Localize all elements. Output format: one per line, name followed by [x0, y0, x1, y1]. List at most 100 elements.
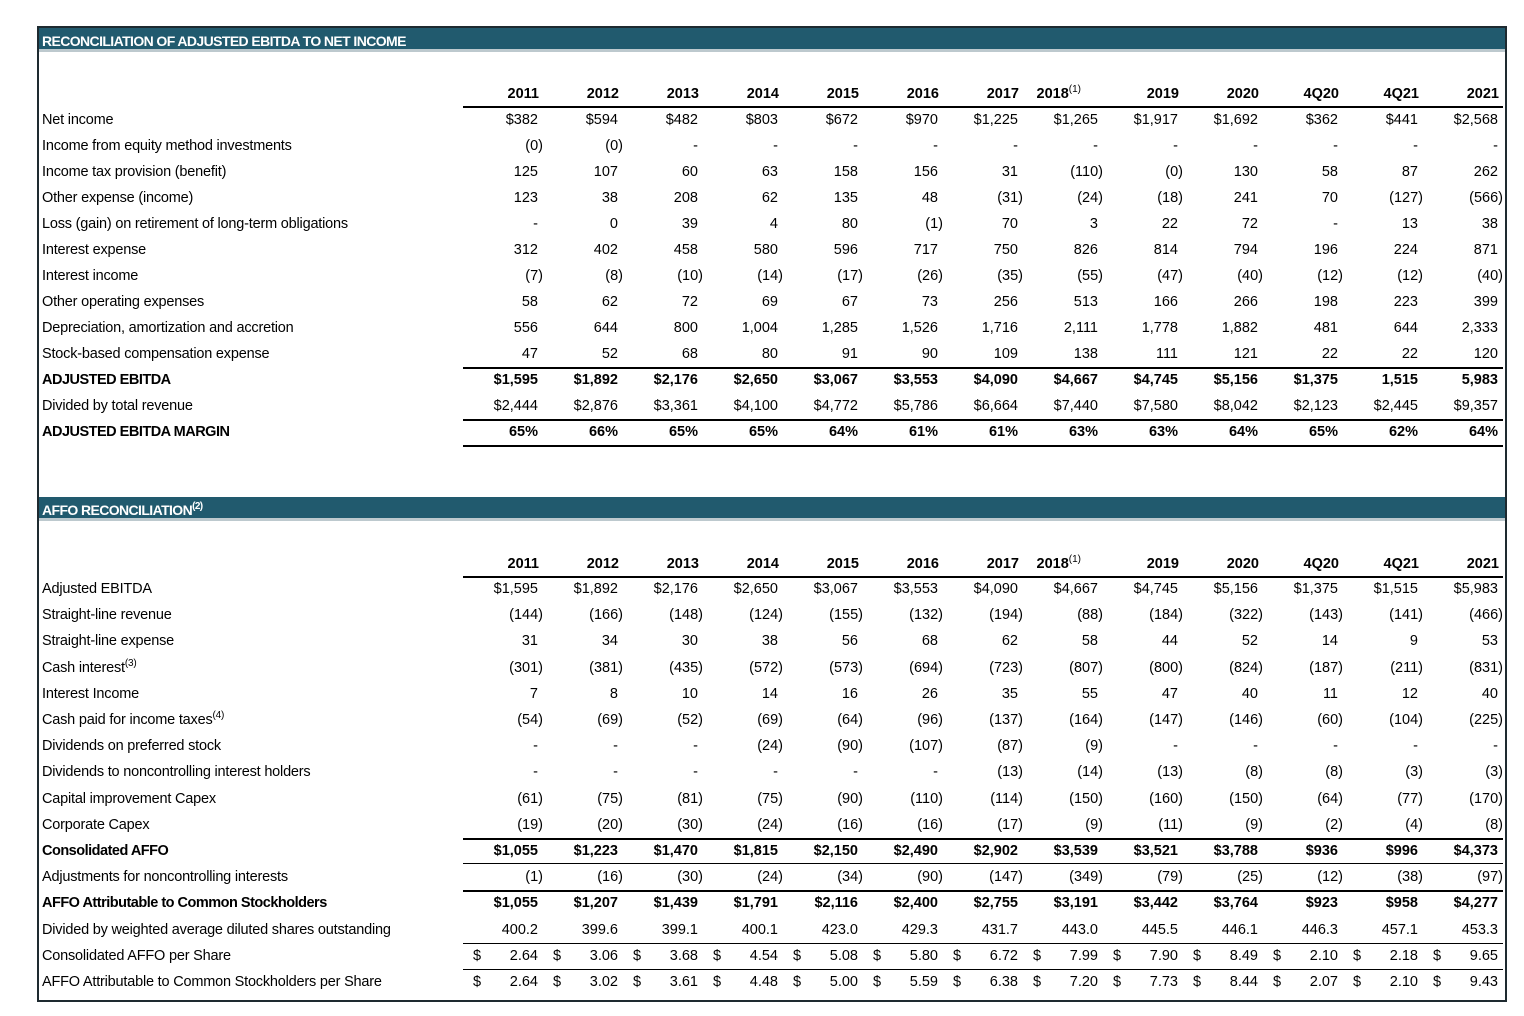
cell-value: 481: [1313, 320, 1338, 336]
row-label: Stock-based compensation expense: [42, 345, 270, 363]
row-label-text: Stock-based compensation expense: [42, 346, 270, 362]
cell-value: 22: [1401, 346, 1418, 362]
cell-value: 445.5: [1141, 921, 1178, 938]
cell-prefix: $: [1273, 947, 1282, 964]
cell-value: 166: [1153, 294, 1178, 310]
row-label: Adjusted EBITDA: [42, 580, 152, 598]
cell-value: 1,778: [1141, 320, 1178, 336]
row-label-text: Divided by total revenue: [42, 398, 193, 414]
cell-value: 443.0: [1061, 921, 1098, 938]
cell-value: 3.61: [669, 974, 698, 990]
cell-value: 262: [1473, 164, 1498, 180]
cell-value: (75): [757, 790, 783, 807]
cell-value: 30: [681, 633, 698, 650]
cell-value: 9.65: [1469, 947, 1498, 964]
cell-value: -: [533, 764, 538, 781]
cell-value: 3.02: [589, 974, 618, 990]
cell-value: 47: [521, 346, 538, 362]
cell-value: (13): [1157, 764, 1183, 781]
cell-value: (14): [1077, 764, 1103, 781]
cell-value: $3,191: [1053, 895, 1098, 912]
cell-value: (11): [1158, 816, 1183, 833]
column-label: 2015: [826, 556, 859, 572]
cell-value: (150): [1069, 790, 1103, 807]
cell-prefix: $: [633, 947, 642, 964]
cell-value: (114): [990, 790, 1023, 807]
cell-prefix: $: [953, 947, 962, 964]
cell-value: 63%: [1148, 424, 1178, 440]
cell-value: (170): [1469, 790, 1503, 807]
cell-value: 72: [681, 294, 698, 310]
frame: [37, 26, 1507, 1002]
cell-value: $1,515: [1373, 581, 1418, 597]
cell-value: 73: [921, 294, 938, 310]
column-header: 2013: [623, 85, 699, 103]
cell-value: (79): [1157, 869, 1183, 886]
column-label: 4Q20: [1303, 86, 1339, 102]
cell-value: $2,445: [1373, 398, 1418, 414]
column-header: 2017: [943, 555, 1019, 573]
section-title-note: (2): [192, 501, 203, 512]
cell-value: $1,692: [1213, 112, 1258, 128]
column-label: 2012: [586, 556, 619, 572]
cell-value: (24): [757, 738, 783, 755]
cell-value: 5.59: [909, 974, 938, 990]
cell-value: 457.1: [1381, 921, 1418, 938]
cell-value: 26: [921, 685, 938, 702]
cell-value: (13): [997, 764, 1023, 781]
cell-value: (194): [989, 607, 1023, 624]
row-label: Dividends to noncontrolling interest hol…: [42, 763, 311, 781]
row-label-text: ADJUSTED EBITDA: [42, 372, 171, 388]
row-label: Capital improvement Capex: [42, 790, 216, 808]
total-rule: [463, 838, 1503, 840]
row-label-text: AFFO Attributable to Common Stockholders…: [42, 974, 382, 990]
cell-value: $4,772: [813, 398, 858, 414]
row-label-text: Depreciation, amortization and accretion: [42, 320, 294, 336]
cell-value: 2,111: [1063, 320, 1098, 336]
section-title: RECONCILIATION OF ADJUSTED EBITDA TO NET…: [39, 28, 1505, 52]
cell-value: -: [1333, 138, 1338, 154]
cell-prefix: $: [553, 974, 562, 990]
cell-value: 135: [833, 190, 858, 206]
cell-value: $4,667: [1053, 372, 1098, 388]
row-label-text: Divided by weighted average diluted shar…: [42, 921, 391, 938]
row-label-text: Corporate Capex: [42, 816, 150, 833]
total-rule: [463, 367, 1503, 369]
cell-value: 5,983: [1461, 372, 1498, 388]
cell-value: (132): [909, 607, 943, 624]
cell-value: (0): [1165, 164, 1183, 180]
column-label: 2020: [1226, 556, 1259, 572]
cell-value: 123: [513, 190, 538, 206]
row-label-text: Net income: [42, 112, 114, 128]
column-header: 2012: [543, 85, 619, 103]
cell-value: 38: [761, 633, 778, 650]
cell-value: $3,553: [893, 372, 938, 388]
row-label-text: Cash paid for income taxes: [42, 712, 213, 728]
cell-value: 9: [1409, 633, 1418, 650]
cell-value: 55: [1081, 685, 1098, 702]
cell-value: (150): [1229, 790, 1263, 807]
cell-value: $2,176: [653, 581, 698, 597]
cell-value: $5,156: [1213, 581, 1258, 597]
column-label: 2016: [906, 556, 939, 572]
column-header: 2011: [463, 85, 539, 103]
cell-value: $3,067: [813, 372, 858, 388]
column-label: 2021: [1466, 556, 1499, 572]
cell-value: 62: [761, 190, 778, 206]
cell-value: (14): [757, 268, 783, 284]
header-rule: [463, 106, 1503, 108]
cell-value: (160): [1149, 790, 1183, 807]
cell-value: $2,176: [653, 372, 698, 388]
cell-prefix: $: [473, 947, 482, 964]
cell-value: -: [1333, 216, 1338, 232]
cell-value: $362: [1305, 112, 1338, 128]
cell-value: (572): [749, 659, 783, 676]
cell-value: (147): [1149, 712, 1183, 728]
cell-prefix: $: [1353, 974, 1362, 990]
cell-value: $3,788: [1213, 843, 1258, 859]
cell-prefix: $: [873, 974, 882, 990]
cell-value: 256: [993, 294, 1018, 310]
cell-value: 62: [601, 294, 618, 310]
cell-value: 39: [681, 216, 698, 232]
cell-value: 2.07: [1309, 974, 1338, 990]
